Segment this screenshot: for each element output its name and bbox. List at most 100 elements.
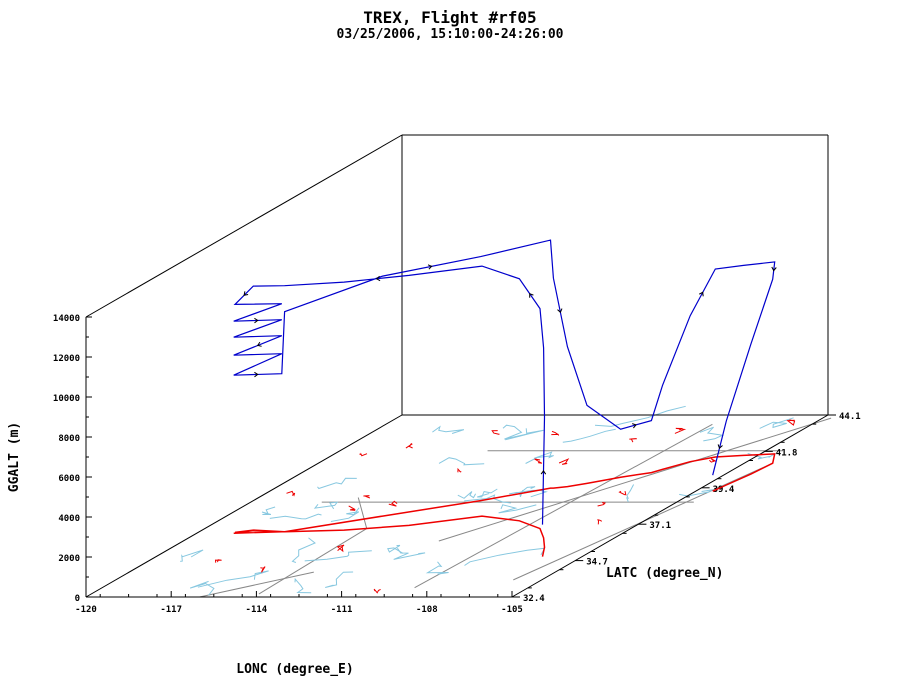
map-river <box>464 494 511 504</box>
x-tick-label: -120 <box>75 605 97 615</box>
track-direction-arrow <box>540 470 547 475</box>
z-tick-label: 0 <box>75 594 80 604</box>
map-river <box>626 484 635 503</box>
map-terrain-contour <box>786 419 796 426</box>
map-river <box>393 547 426 560</box>
map-river <box>457 491 477 499</box>
flight-track-layer <box>233 239 777 525</box>
map-river <box>304 550 372 562</box>
z-tick-label: 6000 <box>58 474 80 484</box>
map-terrain-contour <box>405 443 413 449</box>
map-border-line <box>438 417 832 542</box>
map-river <box>432 425 465 434</box>
map-border-line <box>414 423 713 589</box>
map-river <box>594 405 686 427</box>
flight-track-line <box>233 239 776 525</box>
z-tick-label: 2000 <box>58 554 80 564</box>
map-river <box>759 417 794 429</box>
map-terrain-contour <box>348 505 356 511</box>
map-terrain-contour <box>363 495 371 499</box>
map-river <box>502 424 528 440</box>
y-axis-ticks: 32.4 34.7 37.1 39.4 41.8 44.1 <box>512 412 861 604</box>
map-river <box>679 489 713 497</box>
ground-track-line <box>233 453 776 557</box>
z-axis-ticks: 0 2000 4000 6000 8000 10000 12000 14000 <box>53 314 92 604</box>
map-river <box>189 580 215 596</box>
y-tick-label: 32.4 <box>523 594 545 604</box>
y-tick-label: 39.4 <box>713 485 735 495</box>
map-terrain-contour <box>534 458 543 464</box>
map-river <box>699 426 725 442</box>
y-tick-label: 37.1 <box>649 521 671 531</box>
map-river <box>330 507 360 522</box>
y-tick-label: 41.8 <box>776 448 798 458</box>
map-terrain-contour <box>373 588 381 594</box>
map-terrain-contour <box>336 544 345 553</box>
chart-title: TREX, Flight #rf05 <box>363 8 537 27</box>
map-river <box>261 506 276 515</box>
map-river <box>519 486 536 497</box>
map-terrain-contour <box>491 430 501 435</box>
track-direction-arrow <box>717 444 723 449</box>
map-border-line <box>258 528 367 595</box>
z-tick-label: 14000 <box>53 314 80 324</box>
chart-subtitle: 03/25/2006, 15:10:00-24:26:00 <box>336 27 564 42</box>
map-river <box>509 489 548 498</box>
track-direction-arrow <box>698 291 704 297</box>
track-direction-arrow <box>254 317 259 324</box>
map-border-line <box>199 571 314 598</box>
x-tick-label: -111 <box>331 605 353 615</box>
map-terrain-contour <box>674 427 687 434</box>
track-direction-arrow <box>632 423 637 429</box>
box-edge <box>85 134 403 318</box>
x-tick-label: -105 <box>501 605 523 615</box>
y-axis-label: LATC (degree_N) <box>606 566 723 581</box>
map-river <box>387 544 404 554</box>
map-river <box>438 457 485 466</box>
map-terrain-contour <box>709 458 717 463</box>
map-river <box>313 501 339 510</box>
map-terrain-contour <box>359 452 368 457</box>
map-river <box>464 547 546 566</box>
map-terrain-contour <box>551 430 560 437</box>
track-direction-arrow <box>529 292 534 298</box>
map-river <box>498 504 537 514</box>
map-river <box>477 488 498 498</box>
track-direction-arrow <box>557 308 563 314</box>
map-terrain-contour <box>629 438 637 443</box>
map-terrain-contour <box>618 490 627 496</box>
box-edge <box>85 414 403 598</box>
z-tick-label: 12000 <box>53 354 80 364</box>
map-river <box>425 561 449 575</box>
map-river <box>562 428 616 443</box>
x-tick-label: -114 <box>246 605 268 615</box>
track-direction-arrow <box>254 371 259 378</box>
map-terrain-contour <box>597 502 606 507</box>
track-direction-arrow <box>427 264 433 270</box>
z-tick-label: 4000 <box>58 514 80 524</box>
map-terrain-contour <box>457 467 462 473</box>
x-tick-label: -108 <box>416 605 438 615</box>
ground-track-layer <box>233 453 776 557</box>
map-border-line <box>357 497 368 529</box>
map-terrain-contour <box>388 500 398 507</box>
map-terrain-contour <box>214 559 222 563</box>
map-river <box>747 452 776 460</box>
map-river <box>505 428 544 441</box>
x-tick-label: -117 <box>160 605 182 615</box>
z-tick-label: 8000 <box>58 434 80 444</box>
track-direction-arrow <box>771 266 777 272</box>
map-river <box>294 577 312 594</box>
z-axis-label: GGALT (m) <box>7 422 22 492</box>
map-terrain-contour <box>597 519 603 525</box>
map-river <box>317 477 357 490</box>
z-tick-label: 10000 <box>53 394 80 404</box>
track-direction-arrow <box>243 291 249 296</box>
map-river <box>291 537 316 563</box>
map-river <box>180 549 204 562</box>
map-river <box>269 513 322 520</box>
ground-map <box>180 405 832 598</box>
map-river <box>525 451 554 464</box>
y-tick-label: 34.7 <box>586 558 608 568</box>
